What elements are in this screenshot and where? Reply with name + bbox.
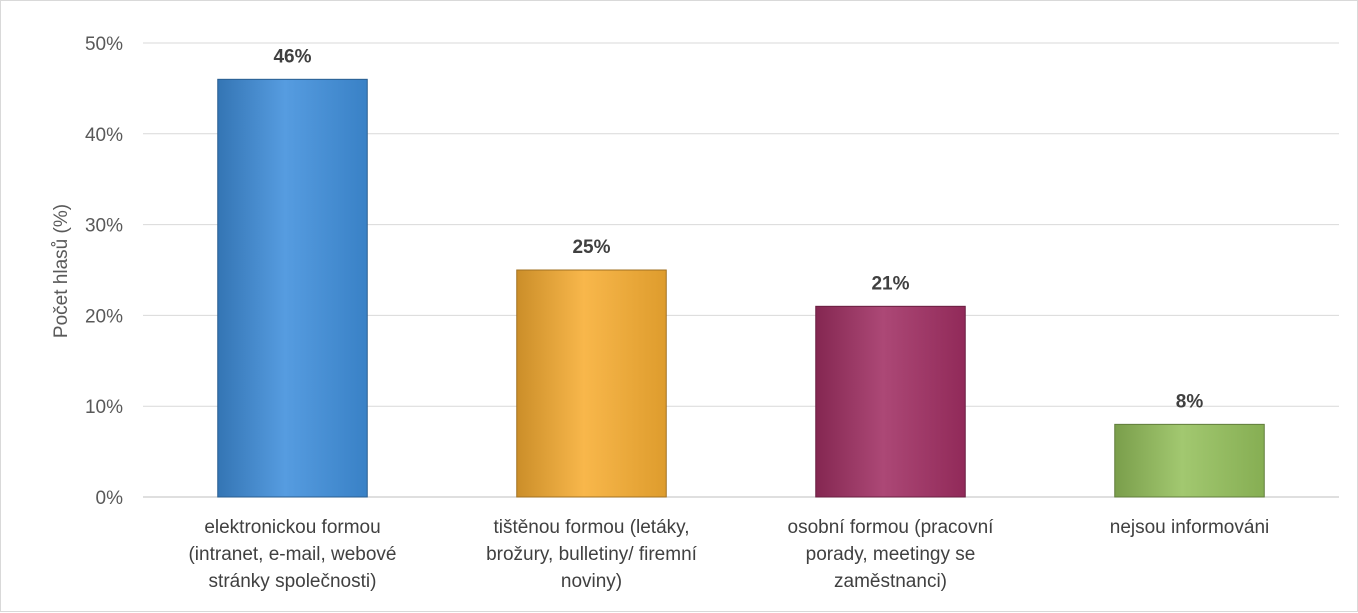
data-label: 21%: [871, 273, 909, 294]
data-label: 25%: [572, 237, 610, 258]
bar: [217, 78, 368, 498]
category-label: osobní formou (pracovní porady, meetingy …: [788, 517, 995, 592]
y-axis-label: Počet hlasů (%): [51, 204, 72, 338]
data-label: 8%: [1176, 391, 1204, 412]
y-tick-label: 50%: [85, 34, 123, 55]
y-tick-label: 30%: [85, 216, 123, 237]
data-label: 46%: [273, 46, 311, 67]
category-label: elektronickou formou (intranet, e-mail, w…: [188, 517, 396, 592]
y-tick-label: 20%: [85, 306, 123, 327]
y-tick-label: 0%: [96, 488, 124, 509]
y-tick-label: 40%: [85, 125, 123, 146]
bars: [217, 78, 1265, 498]
bar: [815, 305, 966, 498]
category-label: nejsou informováni: [1110, 517, 1269, 538]
bar: [516, 269, 667, 498]
data-labels: 46% 25% 21% 8%: [273, 46, 1203, 412]
bar: [1114, 423, 1265, 498]
y-tick-label: 10%: [85, 397, 123, 418]
category-label: tištěnou formou (letáky, brožury, bulleti…: [486, 517, 698, 592]
x-axis-categories: elektronickou formou (intranet, e-mail, w…: [188, 517, 1269, 592]
y-axis-ticks: 0% 10% 20% 30% 40% 50%: [85, 34, 123, 509]
